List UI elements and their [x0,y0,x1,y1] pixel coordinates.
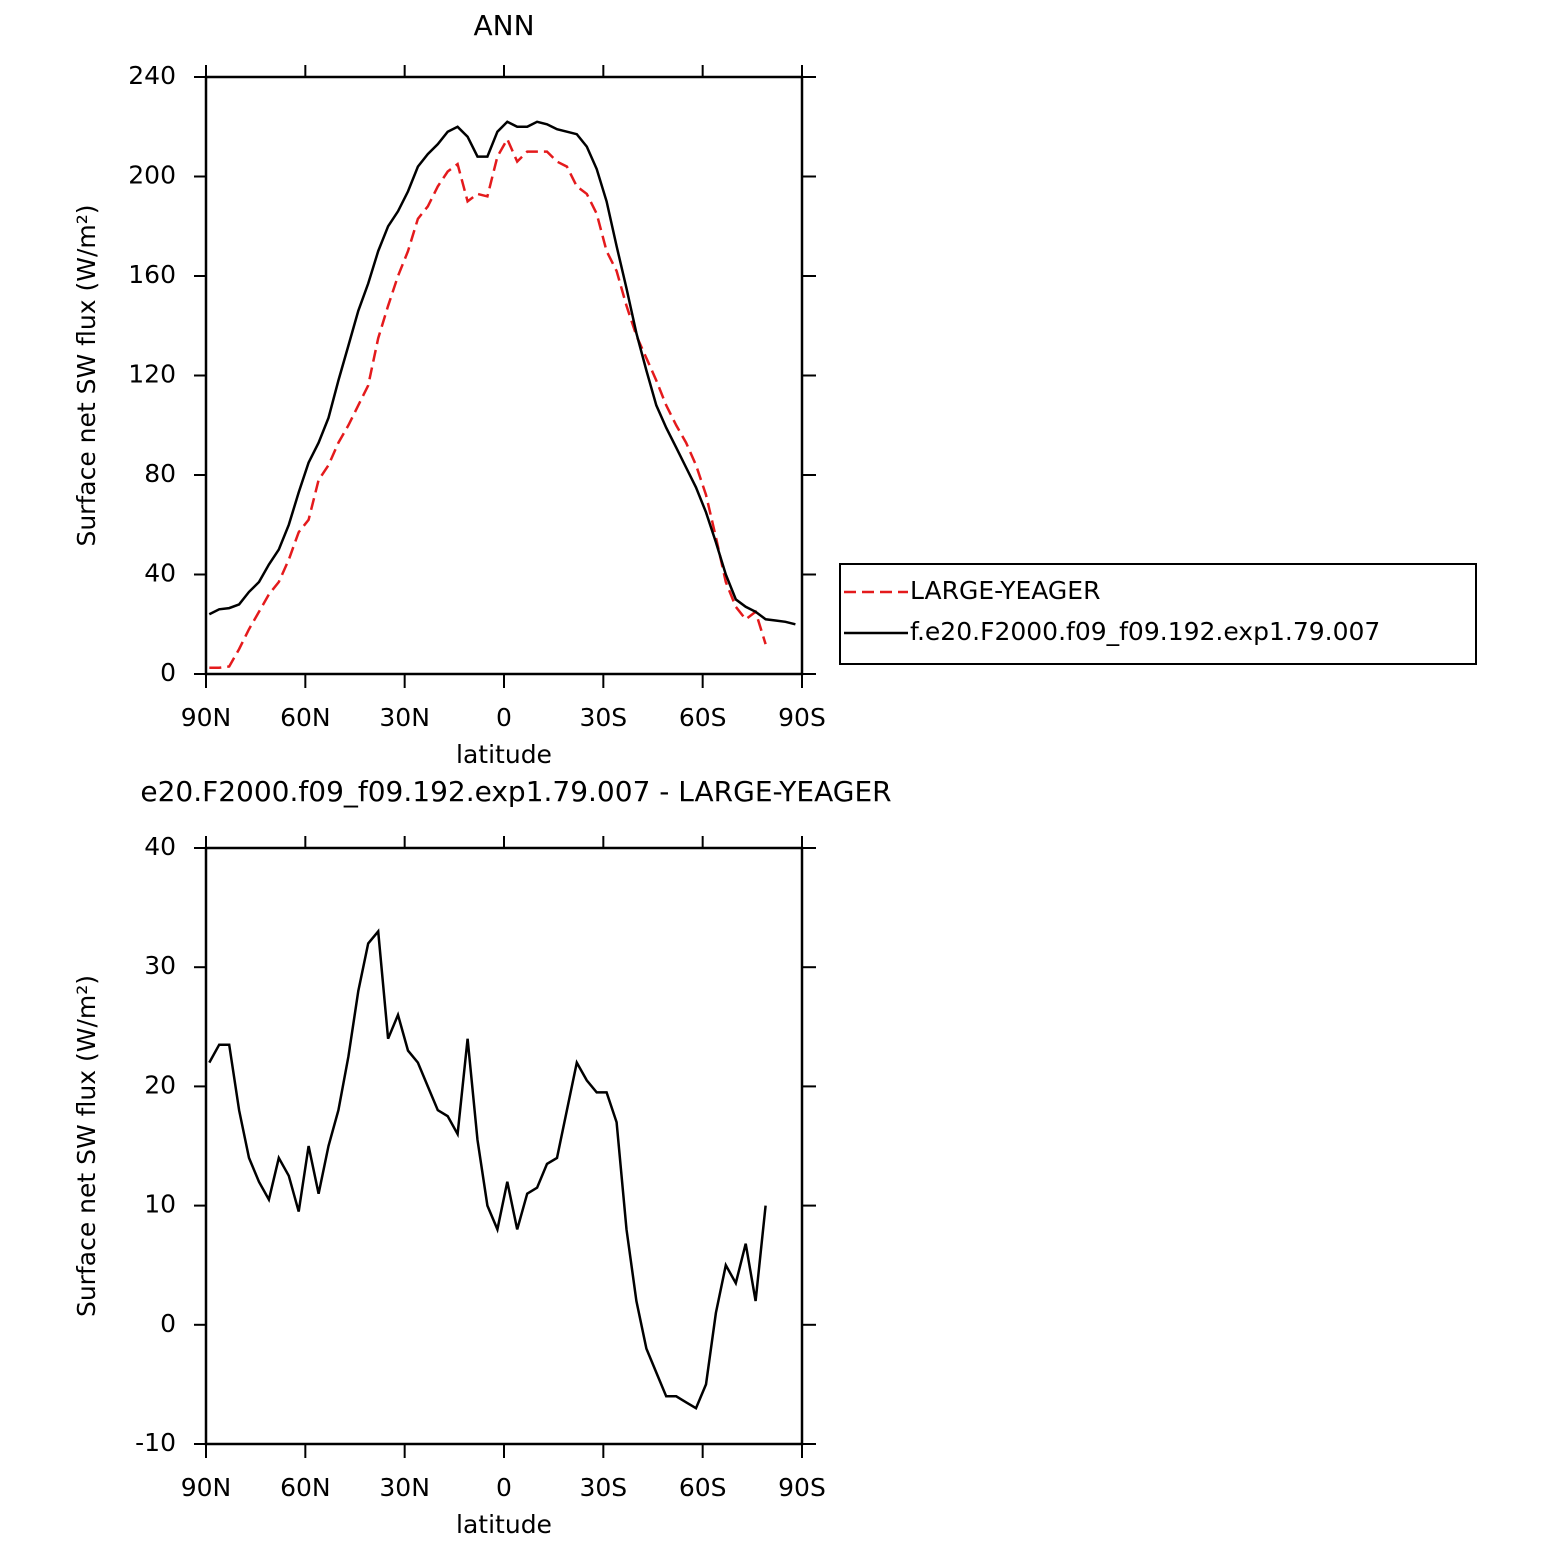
x-tick-label: 90N [181,703,232,732]
x-tick-label: 0 [496,1473,512,1502]
x-tick-label: 30N [379,703,430,732]
data-line [208,928,767,1411]
y-tick-label: 200 [128,161,176,190]
plot-frame [204,75,804,676]
data-line [208,120,796,626]
x-tick-label: 30N [379,1473,430,1502]
y-tick-label: 120 [128,360,176,389]
y-axis-label: Surface net SW flux (W/m²) [72,204,101,546]
x-axis-label: latitude [456,1510,552,1539]
x-tick-label: 60S [679,1473,727,1502]
y-tick-label: -10 [135,1428,176,1457]
y-tick-label: 20 [144,1070,176,1099]
y-tick-label: 240 [128,61,176,90]
y-tick-label: 0 [160,658,176,687]
x-tick-label: 30S [579,703,627,732]
legend-label: LARGE-YEAGER [910,576,1100,605]
data-line [209,136,767,670]
plot-frame [204,846,804,1446]
x-tick-label: 90S [778,703,826,732]
legend-label: f.e20.F2000.f09_f09.192.exp1.79.007 [910,617,1380,646]
y-axis-label: Surface net SW flux (W/m²) [72,975,101,1317]
y-tick-label: 40 [144,559,176,588]
x-tick-label: 60N [280,1473,331,1502]
legend-box [839,563,1477,665]
y-tick-label: 160 [128,260,176,289]
chart-title: e20.F2000.f09_f09.192.exp1.79.007 - LARG… [140,775,891,808]
y-tick-label: 40 [144,832,176,861]
y-tick-label: 30 [144,951,176,980]
x-axis-label: latitude [456,740,552,769]
x-tick-label: 90N [181,1473,232,1502]
y-tick-label: 80 [144,459,176,488]
x-tick-label: 90S [778,1473,826,1502]
chart-title: ANN [473,9,534,42]
x-tick-label: 30S [579,1473,627,1502]
x-tick-label: 60S [679,703,727,732]
x-tick-label: 0 [496,703,512,732]
x-tick-label: 60N [280,703,331,732]
y-tick-label: 10 [144,1190,176,1219]
y-tick-label: 0 [160,1309,176,1338]
